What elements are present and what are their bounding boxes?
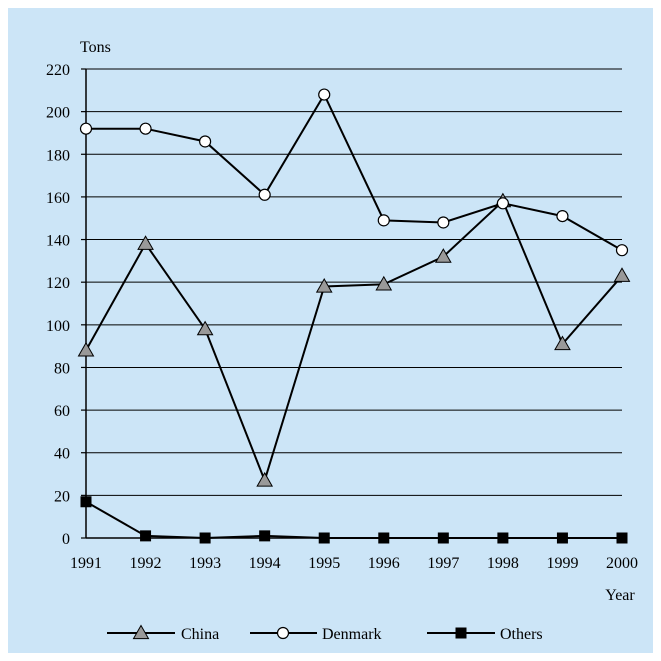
y-tick-label: 60: [54, 403, 70, 420]
legend-marker: [276, 626, 290, 640]
y-tick-labels: 0 20 40 60 80 100 120 140 160 180 200 220: [46, 62, 70, 548]
denmark-line: [86, 92, 623, 252]
x-tick-label: 1991: [70, 555, 102, 572]
denmark-point: [318, 88, 331, 101]
denmark-point: [377, 214, 390, 227]
x-tick-labels: 1991 1992 1993 1994 1995 1996 1997 1998 1999 2000: [70, 555, 638, 572]
denmark-point: [615, 244, 629, 257]
y-tick-label: 140: [46, 233, 70, 250]
legend: China Denmark Others: [107, 624, 543, 643]
y-tick-label: 40: [54, 446, 70, 463]
x-tick-label: 1999: [546, 555, 578, 572]
legend-item-china: China: [107, 624, 219, 643]
china-point: [315, 277, 333, 293]
denmark-point: [139, 122, 152, 135]
others-point: [378, 532, 390, 544]
x-tick-label: 1998: [487, 555, 519, 572]
y-tick-label: 20: [54, 488, 70, 505]
legend-item-others: Others: [427, 626, 543, 643]
x-tick-label: 1994: [249, 555, 281, 572]
china-point: [554, 335, 571, 351]
others-point: [497, 532, 509, 544]
others-point: [259, 530, 271, 542]
y-axis-label: Tons: [80, 39, 111, 56]
x-tick-label: 1997: [427, 555, 459, 572]
others-point: [140, 530, 152, 542]
y-tick-label: 200: [46, 105, 70, 122]
series-others: [80, 496, 628, 544]
legend-item-denmark: Denmark: [250, 626, 382, 643]
china-point: [613, 267, 631, 282]
legend-label: Denmark: [322, 626, 382, 643]
x-tick-label: 2000: [606, 555, 638, 572]
y-tick-label: 120: [46, 275, 70, 292]
series-lines: [77, 88, 631, 544]
denmark-point: [199, 135, 212, 148]
chart-panel: [8, 8, 653, 653]
denmark-point: [437, 216, 450, 229]
others-point: [437, 532, 449, 544]
legend-marker: [455, 627, 467, 639]
others-point: [80, 496, 92, 508]
china-point: [375, 275, 393, 291]
others-point: [318, 532, 330, 544]
china-point: [434, 248, 452, 263]
grid-lines: [86, 68, 622, 496]
y-tick-label: 0: [62, 531, 70, 548]
y-tick-label: 80: [54, 360, 70, 377]
denmark-point: [79, 122, 93, 135]
china-point: [137, 235, 154, 250]
x-tick-label: 1995: [308, 555, 340, 572]
y-tick-label: 180: [46, 147, 70, 164]
others-point: [199, 532, 211, 544]
x-tick-label: 1993: [189, 555, 221, 572]
others-point: [616, 532, 628, 544]
denmark-point: [496, 197, 509, 210]
y-tick-label: 220: [46, 62, 70, 79]
china-line: [85, 199, 623, 484]
denmark-point: [258, 188, 271, 201]
china-point: [256, 471, 274, 487]
others-point: [556, 532, 568, 544]
y-tick-label: 100: [46, 318, 70, 335]
denmark-point: [556, 209, 569, 223]
china-point: [77, 341, 95, 357]
legend-marker: [132, 624, 150, 640]
others-line: [85, 500, 622, 540]
legend-label: China: [181, 626, 219, 643]
x-tick-label: 1996: [368, 555, 400, 572]
x-tick-label: 1992: [130, 555, 162, 572]
y-tick-label: 160: [46, 190, 70, 207]
legend-label: Others: [500, 626, 543, 643]
china-point: [196, 320, 214, 336]
x-axis-label: Year: [605, 587, 635, 604]
series-denmark: [79, 88, 629, 257]
series-china: [77, 192, 631, 487]
